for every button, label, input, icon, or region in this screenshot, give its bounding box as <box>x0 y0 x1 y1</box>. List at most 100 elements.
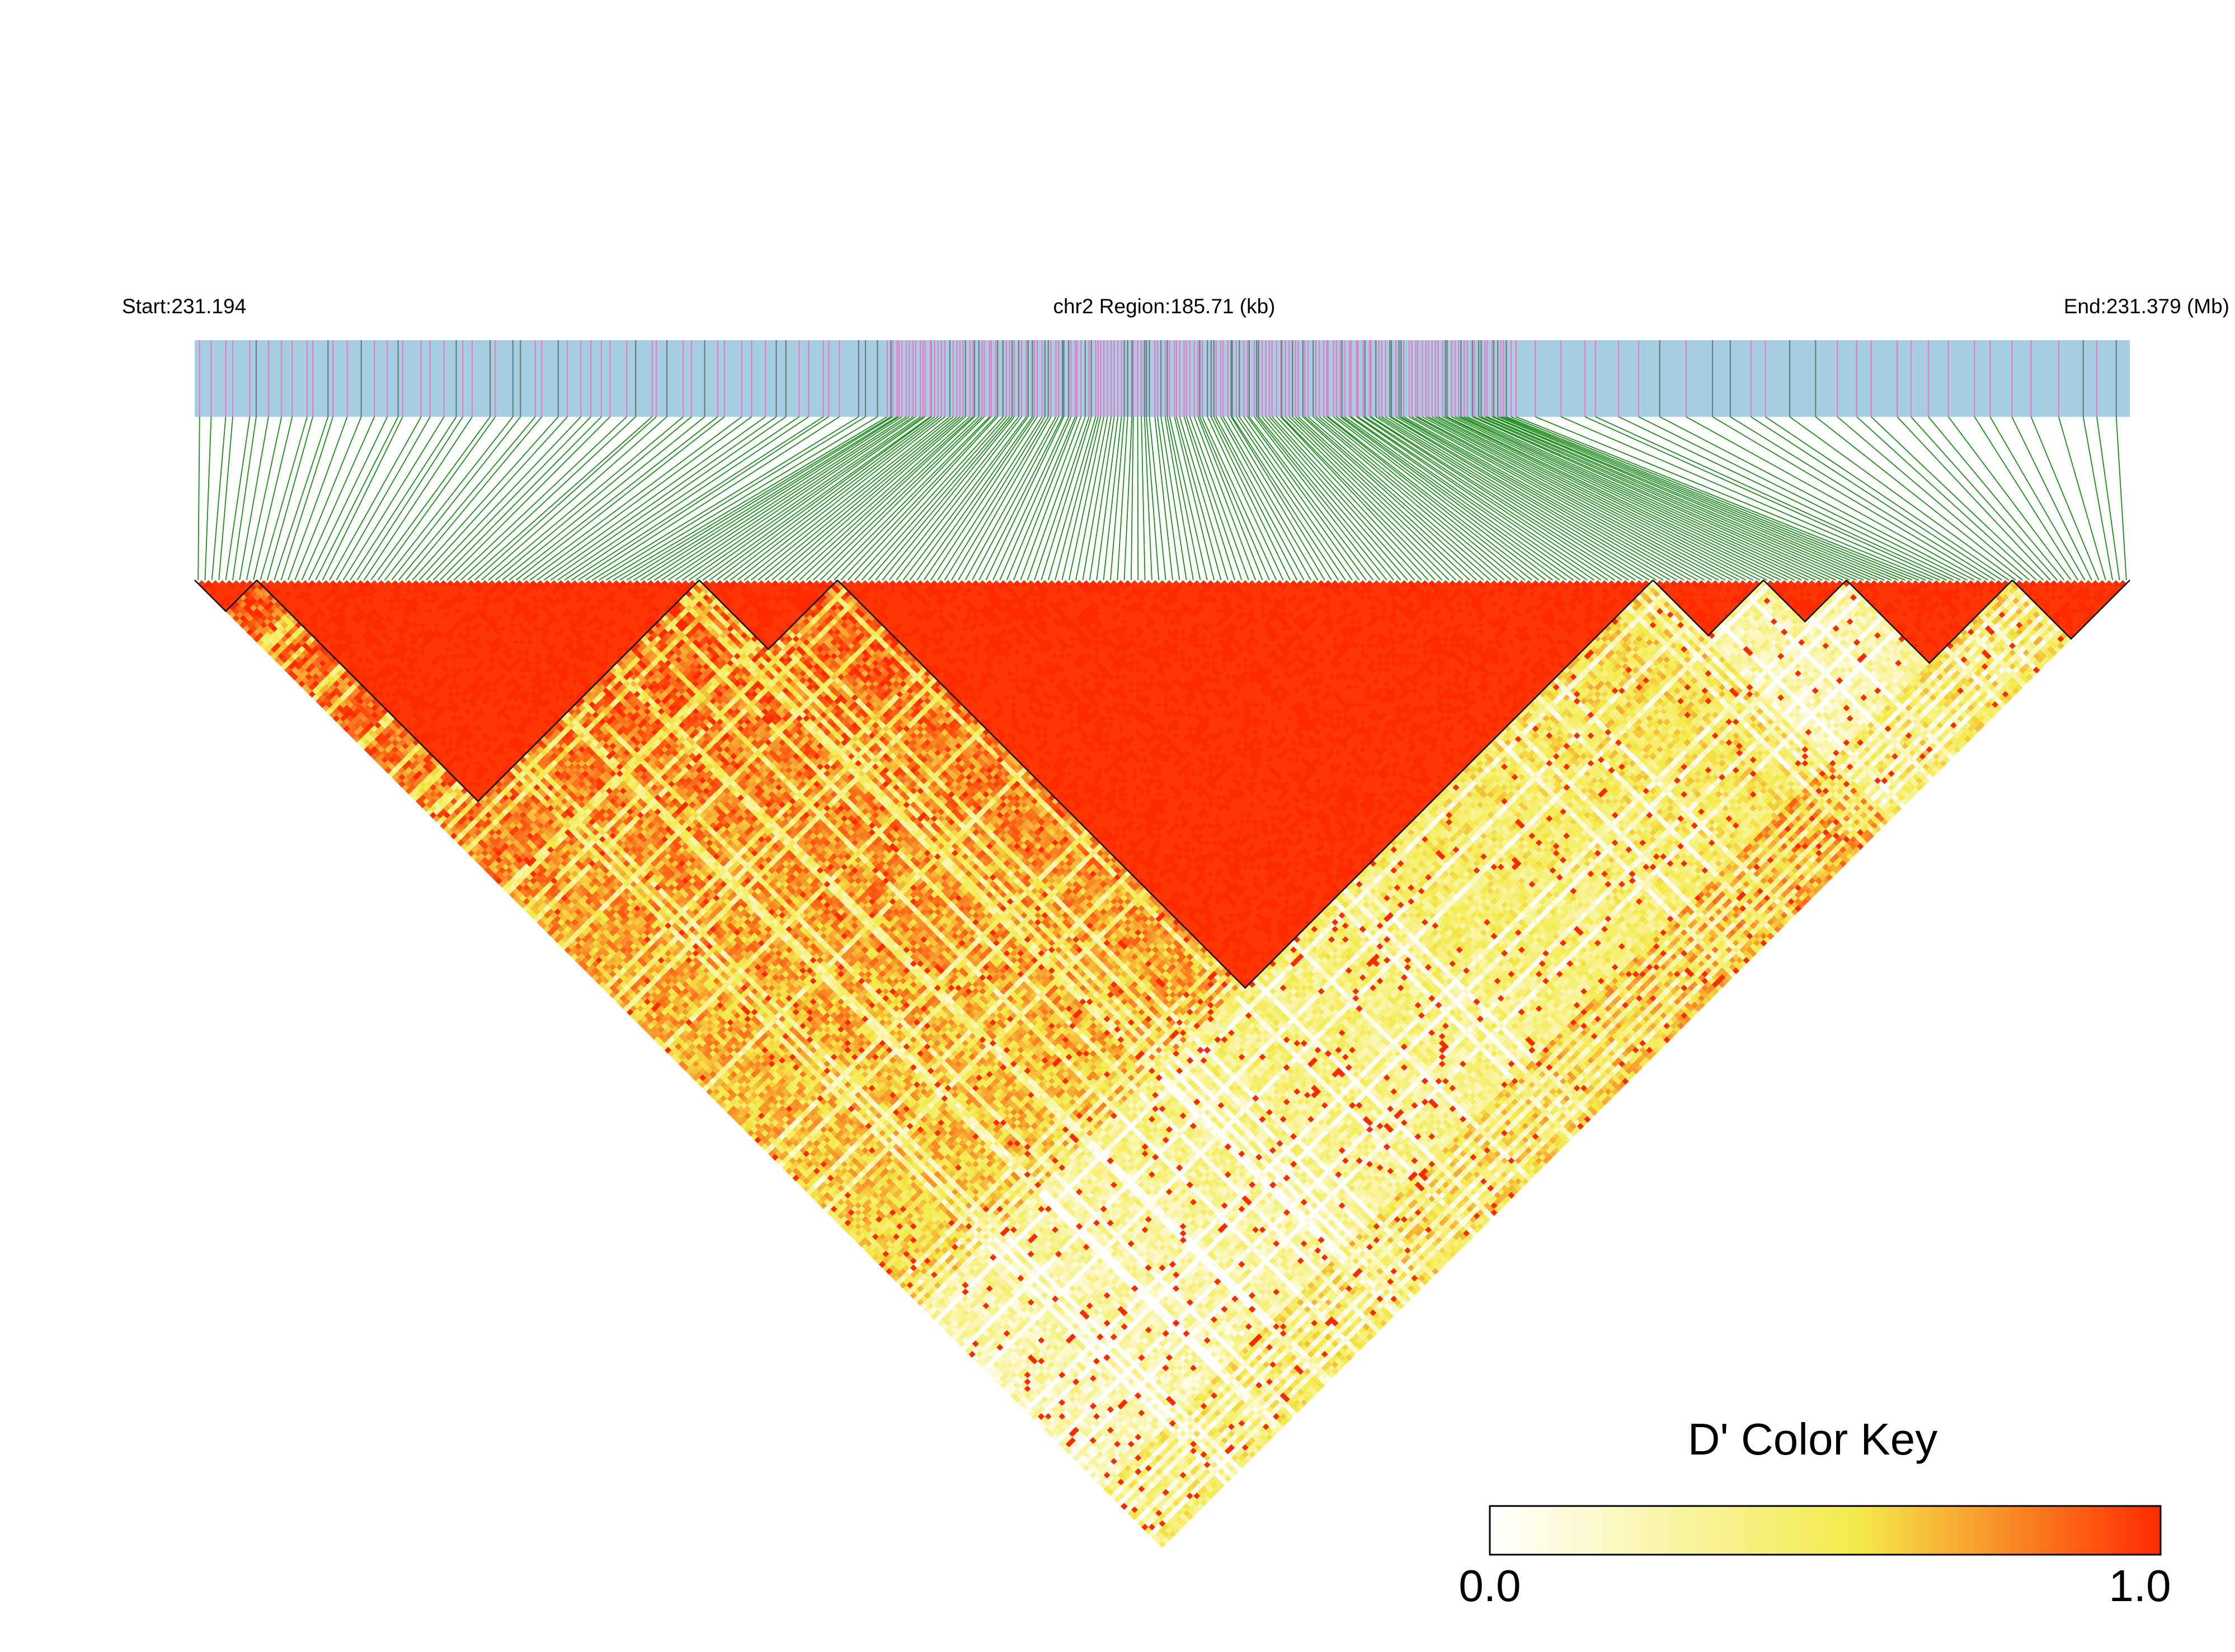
snp-connector-line <box>1659 416 1975 581</box>
snp-connector-line <box>2115 416 2127 581</box>
snp-connector-line <box>1020 416 1081 581</box>
snp-connector-line <box>1160 416 1187 581</box>
snp-connector-line <box>246 416 283 581</box>
snp-connector-line <box>840 416 996 581</box>
snp-connector-line <box>474 416 657 581</box>
snp-connector-line <box>1297 416 1478 581</box>
snp-connector-line <box>785 416 971 581</box>
snp-connector-line <box>1344 416 1574 581</box>
snp-connector-line <box>439 416 602 581</box>
snp-connector-line <box>1730 416 1996 581</box>
snp-connector-line <box>1146 416 1160 581</box>
snp-connector-line <box>1870 416 2044 581</box>
snp-connector-line <box>1369 416 1622 581</box>
snp-connector-line <box>792 416 973 581</box>
snp-connector-line <box>1618 416 1961 581</box>
snp-connector-line <box>495 416 692 581</box>
snp-connector-line <box>426 416 581 581</box>
snp-connector-line <box>1638 416 1968 581</box>
snp-connector-line <box>1856 416 2037 581</box>
snp-connector-line <box>806 416 980 581</box>
snp-connector-line <box>1236 416 1346 581</box>
heatmap-cell-group <box>934 583 2048 1535</box>
snp-connector-line <box>585 416 840 581</box>
snp-connector-line <box>266 416 313 581</box>
snp-connector-line <box>1169 416 1208 581</box>
snp-connector-line <box>1947 416 2072 581</box>
snp-connector-line <box>923 416 1035 581</box>
snp-connector-line <box>695 416 926 581</box>
snp-connector-line <box>1239 416 1353 581</box>
color-key: D' Color Key 0.0 1.0 <box>1458 1414 2171 1611</box>
snp-connector-line <box>412 416 559 581</box>
ld-block-outline <box>1846 580 2013 665</box>
snp-connector-line <box>287 416 348 581</box>
ld-block-outline <box>698 580 838 651</box>
snp-connector-line <box>847 416 998 581</box>
snp-connector-line <box>1207 416 1284 581</box>
snp-connector-line <box>432 416 591 581</box>
snp-connector-line <box>1006 416 1076 581</box>
snp-connector-line <box>253 416 293 581</box>
snp-connector-line <box>1197 416 1263 581</box>
snp-connector-line <box>578 416 829 581</box>
snp-connector-line <box>1415 416 1719 581</box>
snp-connector-line <box>1215 416 1305 581</box>
snp-connector-line <box>1445 416 1781 581</box>
snp-connector-line <box>875 416 1013 581</box>
snp-connector-line <box>1166 416 1201 581</box>
snp-connector-line <box>1467 416 1829 581</box>
snp-connector-line <box>1199 416 1270 581</box>
snp-connector-line <box>1323 416 1526 581</box>
snp-connector-line <box>1342 416 1567 581</box>
snp-connector-line <box>1319 416 1519 581</box>
snp-connector-line <box>1027 416 1086 581</box>
snp-connector-line <box>1103 416 1122 581</box>
snp-connector-line <box>1516 416 1926 581</box>
snp-connector-line <box>488 416 684 581</box>
snp-connector-line <box>1417 416 1726 581</box>
snp-connector-line <box>1210 416 1291 581</box>
snp-connector-line <box>336 416 431 581</box>
snp-connector-line <box>1503 416 1905 581</box>
region-label: chr2 Region:185.71 (kb) <box>1053 295 1276 318</box>
snp-connector-line <box>1485 416 1864 581</box>
snp-connector-line <box>1174 416 1215 581</box>
snp-connector-line <box>1974 416 2079 581</box>
snp-connector-line <box>1435 416 1761 581</box>
snp-connector-line <box>937 416 1043 581</box>
snp-connector-line <box>951 416 1049 581</box>
snp-connector-line <box>1256 416 1387 581</box>
snp-connector-line <box>1034 416 1090 581</box>
snp-connector-line <box>384 416 514 581</box>
snp-connector-line <box>2096 416 2120 581</box>
snp-connector-line <box>1378 416 1643 581</box>
snp-connector-line <box>204 416 212 581</box>
snp-connector-line <box>1712 416 1989 581</box>
snp-connector-line <box>322 416 403 581</box>
snp-connector-line <box>930 416 1038 581</box>
snp-connector-line <box>1472 416 1837 581</box>
snp-connector-line <box>1349 416 1581 581</box>
snp-connector-line <box>1013 416 1077 581</box>
snp-connector-line <box>543 416 777 581</box>
snp-connector-line <box>1409 416 1705 581</box>
snp-connector-line <box>1164 416 1194 581</box>
snp-connector-line <box>681 416 921 581</box>
snp-connector-line <box>1176 416 1222 581</box>
snp-connector-line <box>971 416 1060 581</box>
snp-connector-line <box>854 416 1004 581</box>
snp-connector-line <box>737 416 945 581</box>
snp-connector-line <box>2082 416 2114 581</box>
snp-connector-line <box>1089 416 1115 581</box>
snp-connector-line <box>591 416 859 581</box>
snp-connector-line <box>999 416 1072 581</box>
snp-connector-line <box>1506 416 1913 581</box>
snp-connector-line <box>640 416 900 581</box>
snp-connector-line <box>1535 416 1933 581</box>
snp-connector-line <box>342 416 445 581</box>
snp-connector-line <box>1391 416 1671 581</box>
snp-connector-line <box>861 416 1007 581</box>
snp-connector-line <box>1230 416 1332 581</box>
start-label: Start:231.194 <box>122 295 246 318</box>
